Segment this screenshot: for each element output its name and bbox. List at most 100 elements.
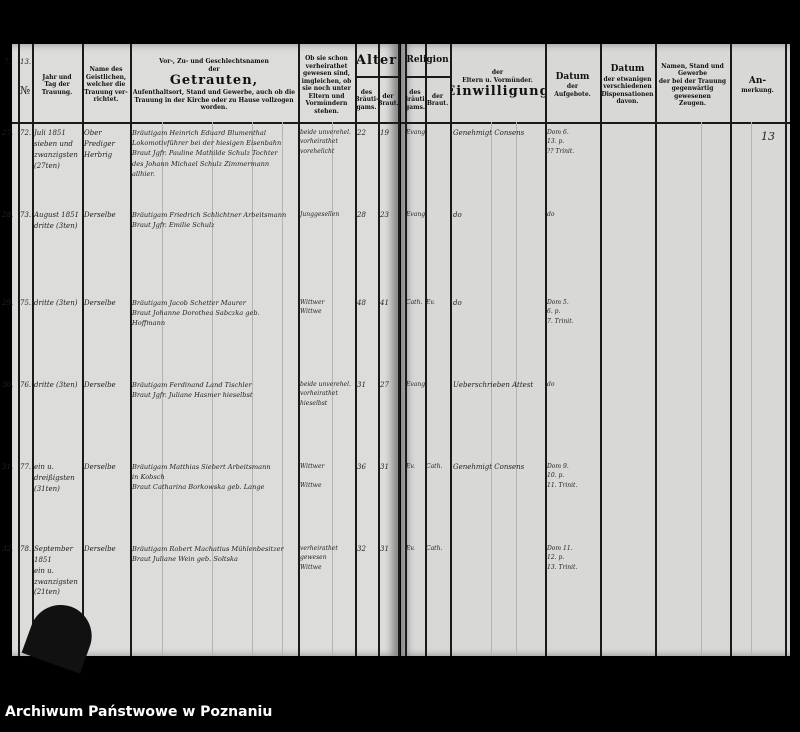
header-line: der xyxy=(431,92,444,100)
entry-date: Juli 1851 sieben und zwanzigsten (27ten) xyxy=(34,129,78,170)
header-subtitle: Datum xyxy=(610,64,645,75)
header-line: Trauung ver- xyxy=(84,88,128,96)
sub-rule xyxy=(405,76,450,78)
header-line: welcher die xyxy=(86,81,126,89)
column-header: Religion xyxy=(405,48,450,74)
entry-rel-bride: Cath. xyxy=(426,463,443,470)
column-rule xyxy=(655,44,657,656)
entry-rel-bride xyxy=(426,380,450,460)
entry-witnesses xyxy=(657,128,730,208)
entry-no: 78. xyxy=(20,545,32,553)
entry-names: Bräutigam Jacob Schetter Maurer Braut Jo… xyxy=(132,299,260,328)
column-header: Namen, Stand und Gewerbe der bei der Trauu… xyxy=(655,48,730,122)
faint-rule xyxy=(491,122,492,656)
entry-clergy: Derselbe xyxy=(84,381,116,389)
faint-rule xyxy=(252,122,253,656)
header-line: des xyxy=(360,88,373,96)
header-line: richtet. xyxy=(93,96,119,104)
entry-no: 73. xyxy=(20,211,32,219)
entry-remark xyxy=(761,210,785,290)
header-line: Aufenthaltsort, Stand und Gewerbe, auch … xyxy=(132,89,296,112)
header-line: der xyxy=(491,69,504,77)
column-header: Datum der Aufgebote. xyxy=(545,48,600,122)
header-line: Ob sie schon verheirathet gewesen sind, … xyxy=(301,55,352,115)
header-line: verschiedenen xyxy=(603,83,652,91)
entry-consent xyxy=(453,544,545,624)
corner-mark: 7. xyxy=(4,58,11,66)
entry-age-groom: 22 xyxy=(357,129,366,137)
entry-rel-groom: Ev. xyxy=(406,463,415,470)
faint-rule xyxy=(516,122,517,656)
header-line: Eltern u. Vormünder. xyxy=(462,76,533,84)
entry-age-groom: 32 xyxy=(357,545,366,553)
entry-rel-groom: Cath. xyxy=(406,299,423,306)
entry-date: September 1851 ein u. zwanzigsten (21ten… xyxy=(34,545,78,597)
header-rule xyxy=(401,122,790,124)
faint-rule xyxy=(282,122,283,656)
entry-consent: Genehmigt Consens xyxy=(453,463,525,471)
column-header: der Braut. xyxy=(425,78,450,122)
entry-names: Bräutigam Friedrich Schlichtner Arbeitsm… xyxy=(132,211,287,230)
header-line: Tag der xyxy=(44,81,70,89)
entry-witnesses xyxy=(657,380,730,460)
entry-margin: 30. xyxy=(2,381,14,389)
header-title: Einwilligung xyxy=(450,84,545,100)
archive-watermark: Archiwum Państwowe w Poznaniu xyxy=(5,704,273,720)
header-line: Braut. xyxy=(426,100,449,107)
header-line: Geistlichen, xyxy=(85,73,127,81)
entry-no: 75. xyxy=(20,299,32,307)
entry-names: Bräutigam Ferdinand Land Tischler Braut … xyxy=(132,381,253,400)
header-line: Dispensationen xyxy=(601,90,654,98)
header-line: Name des xyxy=(89,66,123,74)
header-line: Trauung. xyxy=(41,88,73,96)
entry-dispensation xyxy=(602,128,655,208)
entry-clergy: Derselbe xyxy=(84,211,116,219)
column-header: der Braut. xyxy=(378,78,398,122)
header-line: Jahr und xyxy=(42,73,72,81)
header-subtitle: Datum xyxy=(555,71,590,82)
entry-banns: Dom 9. 10. p. 11. Trinit. xyxy=(547,463,578,489)
entry-rel-groom: Evangl. xyxy=(406,211,425,218)
column-header: Vor-, Zu- und Geschlechtsnamen der Getraut… xyxy=(132,48,296,122)
faint-rule xyxy=(212,122,213,656)
header-line: Namen, Stand und xyxy=(661,62,724,70)
header-line: Bräuti- xyxy=(405,96,425,104)
column-rule xyxy=(130,44,132,656)
corner-mark: 13. xyxy=(20,58,32,66)
entry-remark xyxy=(761,298,785,378)
entry-dispensation xyxy=(602,298,655,378)
entry-consent: Ueberschrieben Attest xyxy=(453,381,534,389)
entry-banns: Dom 11. 12. p. 13. Trinit. xyxy=(547,545,578,571)
entry-age-bride: 27 xyxy=(380,381,389,389)
column-header: Jahr und Tag der Trauung. xyxy=(32,48,82,122)
entry-clergy: Ober Prediger Herbrig xyxy=(84,129,115,159)
entry-rel-groom: Evangl. xyxy=(406,129,425,136)
entry-age-groom: 48 xyxy=(357,299,366,307)
column-rule xyxy=(398,44,400,656)
entry-names: Bräutigam Heinrich Eduard Blumenthal Lok… xyxy=(132,129,282,178)
column-header: Ob sie schon verheirathet gewesen sind, … xyxy=(299,48,354,122)
entry-clergy: Derselbe xyxy=(84,299,116,307)
entry-remark xyxy=(761,462,785,542)
column-rule xyxy=(355,44,357,656)
entry-age-groom: 36 xyxy=(357,463,366,471)
header-line: Bräuti- xyxy=(355,96,378,104)
entry-status: beide unverehel. vorheirathet hieselbst xyxy=(300,381,351,407)
column-rule xyxy=(785,44,787,656)
entry-banns: do xyxy=(547,381,555,388)
header-rule xyxy=(12,122,398,124)
entry-date: August 1851 dritte (3ten) xyxy=(34,211,79,230)
entry-clergy: Derselbe xyxy=(84,545,116,553)
entry-dispensation xyxy=(602,462,655,542)
header-subtitle: An- xyxy=(748,75,767,86)
entry-age-bride: 23 xyxy=(380,211,389,219)
header-line: des xyxy=(409,88,421,96)
entry-age-groom: 31 xyxy=(357,381,366,389)
entry-remark xyxy=(761,380,785,460)
entry-witnesses xyxy=(657,544,730,624)
entry-no: 72. xyxy=(20,129,32,137)
column-rule xyxy=(378,44,380,656)
column-header: der Eltern u. Vormünder. Einwilligung xyxy=(450,48,545,122)
entry-status: verheirathet gewesen Wittwe xyxy=(300,545,338,571)
entry-rel-groom: Ev. xyxy=(406,545,415,552)
